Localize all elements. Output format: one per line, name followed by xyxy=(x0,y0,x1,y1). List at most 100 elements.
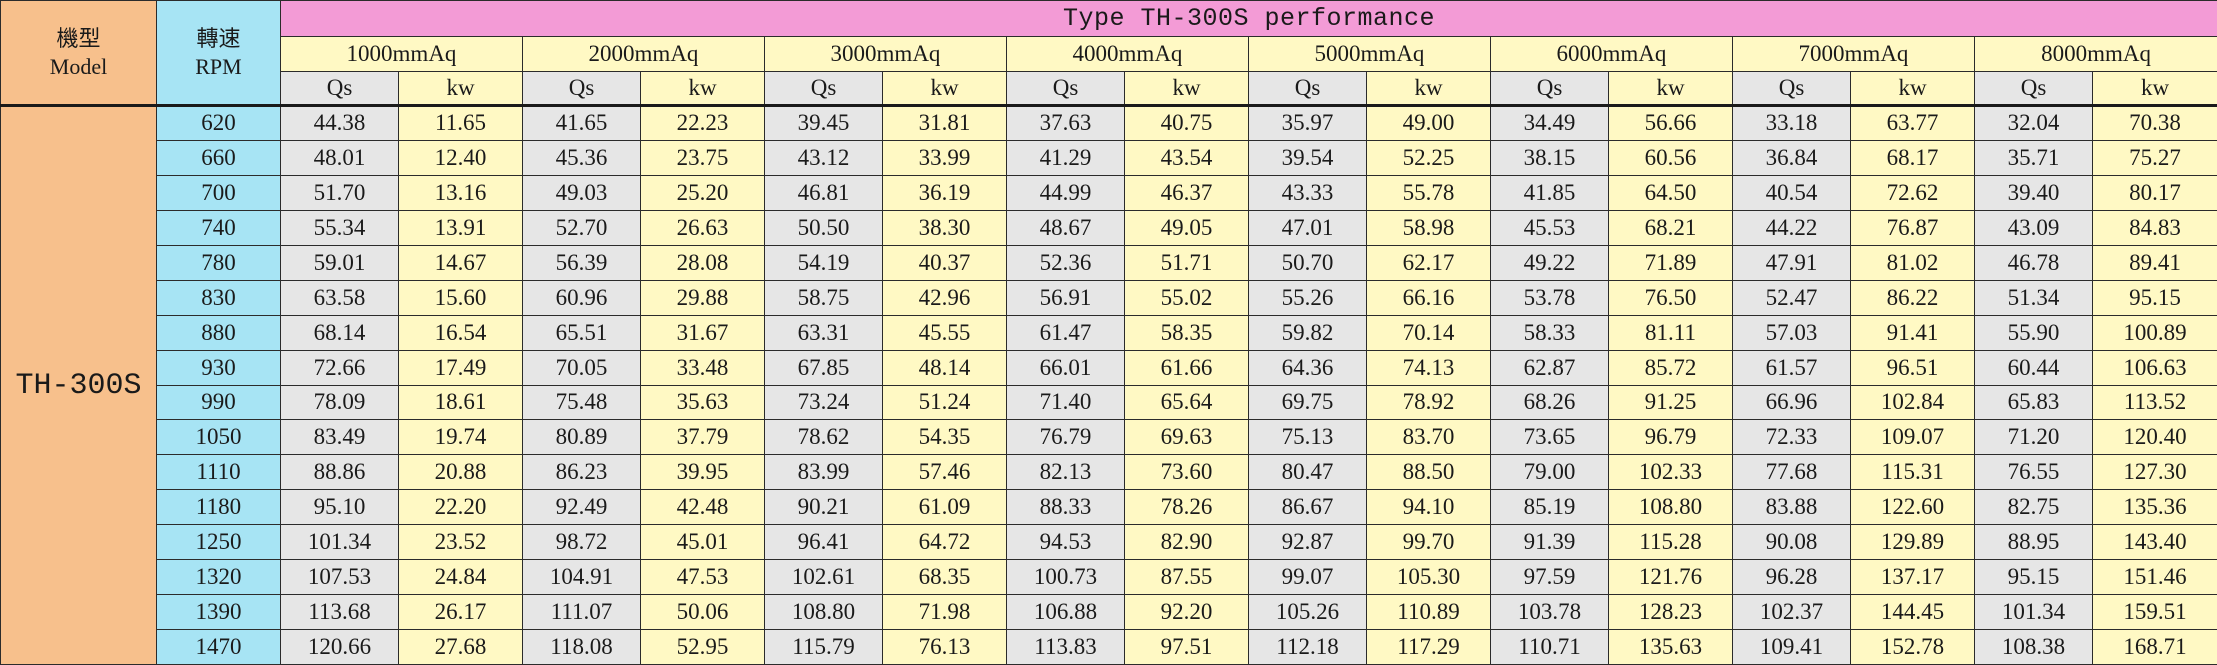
power-value-cell: 83.70 xyxy=(1367,420,1491,455)
flow-value-cell: 113.68 xyxy=(281,595,399,630)
flow-value-cell: 101.34 xyxy=(281,525,399,560)
flow-value-cell: 61.57 xyxy=(1733,350,1851,385)
pressure-header: 8000mmAq xyxy=(1975,37,2217,72)
power-value-cell: 37.79 xyxy=(641,420,765,455)
rpm-column-header: 轉速 RPM xyxy=(157,1,281,106)
power-value-cell: 23.75 xyxy=(641,140,765,175)
flow-value-cell: 72.66 xyxy=(281,350,399,385)
power-value-cell: 51.24 xyxy=(883,385,1007,420)
power-value-cell: 76.87 xyxy=(1851,210,1975,245)
power-value-cell: 24.84 xyxy=(399,560,523,595)
flow-value-cell: 120.66 xyxy=(281,630,399,665)
flow-value-cell: 90.21 xyxy=(765,490,883,525)
power-value-cell: 71.89 xyxy=(1609,245,1733,280)
pressure-header: 5000mmAq xyxy=(1249,37,1491,72)
flow-value-cell: 106.88 xyxy=(1007,595,1125,630)
flow-value-cell: 64.36 xyxy=(1249,350,1367,385)
power-value-cell: 63.77 xyxy=(1851,106,1975,141)
flow-value-cell: 105.26 xyxy=(1249,595,1367,630)
power-value-cell: 99.70 xyxy=(1367,525,1491,560)
power-value-cell: 33.99 xyxy=(883,140,1007,175)
pressure-header: 4000mmAq xyxy=(1007,37,1249,72)
flow-value-cell: 115.79 xyxy=(765,630,883,665)
power-value-cell: 110.89 xyxy=(1367,595,1491,630)
flow-value-cell: 56.39 xyxy=(523,245,641,280)
flow-value-cell: 76.55 xyxy=(1975,455,2093,490)
flow-subheader: Qs xyxy=(1733,72,1851,106)
power-value-cell: 65.64 xyxy=(1125,385,1249,420)
power-value-cell: 96.79 xyxy=(1609,420,1733,455)
power-value-cell: 106.63 xyxy=(2093,350,2217,385)
rpm-cell: 1110 xyxy=(157,455,281,490)
power-value-cell: 33.48 xyxy=(641,350,765,385)
power-value-cell: 137.17 xyxy=(1851,560,1975,595)
flow-value-cell: 47.01 xyxy=(1249,210,1367,245)
flow-value-cell: 78.09 xyxy=(281,385,399,420)
flow-value-cell: 58.75 xyxy=(765,280,883,315)
flow-value-cell: 79.00 xyxy=(1491,455,1609,490)
flow-value-cell: 82.75 xyxy=(1975,490,2093,525)
pressure-header: 6000mmAq xyxy=(1491,37,1733,72)
flow-value-cell: 95.10 xyxy=(281,490,399,525)
flow-value-cell: 52.47 xyxy=(1733,280,1851,315)
flow-value-cell: 100.73 xyxy=(1007,560,1125,595)
flow-value-cell: 39.54 xyxy=(1249,140,1367,175)
power-value-cell: 50.06 xyxy=(641,595,765,630)
flow-value-cell: 51.34 xyxy=(1975,280,2093,315)
power-value-cell: 151.46 xyxy=(2093,560,2217,595)
power-value-cell: 11.65 xyxy=(399,106,523,141)
flow-value-cell: 86.67 xyxy=(1249,490,1367,525)
flow-value-cell: 46.81 xyxy=(765,175,883,210)
power-value-cell: 27.68 xyxy=(399,630,523,665)
flow-subheader: Qs xyxy=(765,72,883,106)
flow-value-cell: 110.71 xyxy=(1491,630,1609,665)
flow-value-cell: 35.97 xyxy=(1249,106,1367,141)
power-value-cell: 71.98 xyxy=(883,595,1007,630)
flow-subheader: Qs xyxy=(281,72,399,106)
flow-value-cell: 96.41 xyxy=(765,525,883,560)
flow-value-cell: 77.68 xyxy=(1733,455,1851,490)
flow-value-cell: 109.41 xyxy=(1733,630,1851,665)
rpm-cell: 1390 xyxy=(157,595,281,630)
power-value-cell: 45.01 xyxy=(641,525,765,560)
flow-value-cell: 50.70 xyxy=(1249,245,1367,280)
power-value-cell: 26.63 xyxy=(641,210,765,245)
flow-value-cell: 75.48 xyxy=(523,385,641,420)
flow-value-cell: 58.33 xyxy=(1491,315,1609,350)
power-value-cell: 40.75 xyxy=(1125,106,1249,141)
flow-value-cell: 118.08 xyxy=(523,630,641,665)
flow-value-cell: 66.01 xyxy=(1007,350,1125,385)
power-value-cell: 55.78 xyxy=(1367,175,1491,210)
power-value-cell: 13.91 xyxy=(399,210,523,245)
flow-value-cell: 50.50 xyxy=(765,210,883,245)
power-value-cell: 86.22 xyxy=(1851,280,1975,315)
power-value-cell: 16.54 xyxy=(399,315,523,350)
flow-value-cell: 45.36 xyxy=(523,140,641,175)
power-value-cell: 117.29 xyxy=(1367,630,1491,665)
flow-value-cell: 60.44 xyxy=(1975,350,2093,385)
flow-value-cell: 88.95 xyxy=(1975,525,2093,560)
power-value-cell: 42.48 xyxy=(641,490,765,525)
power-subheader: kw xyxy=(1125,72,1249,106)
power-value-cell: 102.84 xyxy=(1851,385,1975,420)
flow-value-cell: 53.78 xyxy=(1491,280,1609,315)
power-value-cell: 22.23 xyxy=(641,106,765,141)
power-value-cell: 57.46 xyxy=(883,455,1007,490)
flow-value-cell: 34.49 xyxy=(1491,106,1609,141)
flow-value-cell: 41.65 xyxy=(523,106,641,141)
flow-subheader: Qs xyxy=(1249,72,1367,106)
power-value-cell: 135.36 xyxy=(2093,490,2217,525)
flow-value-cell: 78.62 xyxy=(765,420,883,455)
rpm-cell: 1470 xyxy=(157,630,281,665)
power-value-cell: 68.21 xyxy=(1609,210,1733,245)
power-value-cell: 52.25 xyxy=(1367,140,1491,175)
power-value-cell: 20.88 xyxy=(399,455,523,490)
power-value-cell: 74.13 xyxy=(1367,350,1491,385)
flow-value-cell: 86.23 xyxy=(523,455,641,490)
flow-value-cell: 40.54 xyxy=(1733,175,1851,210)
flow-value-cell: 80.89 xyxy=(523,420,641,455)
flow-value-cell: 33.18 xyxy=(1733,106,1851,141)
power-value-cell: 31.81 xyxy=(883,106,1007,141)
power-value-cell: 23.52 xyxy=(399,525,523,560)
